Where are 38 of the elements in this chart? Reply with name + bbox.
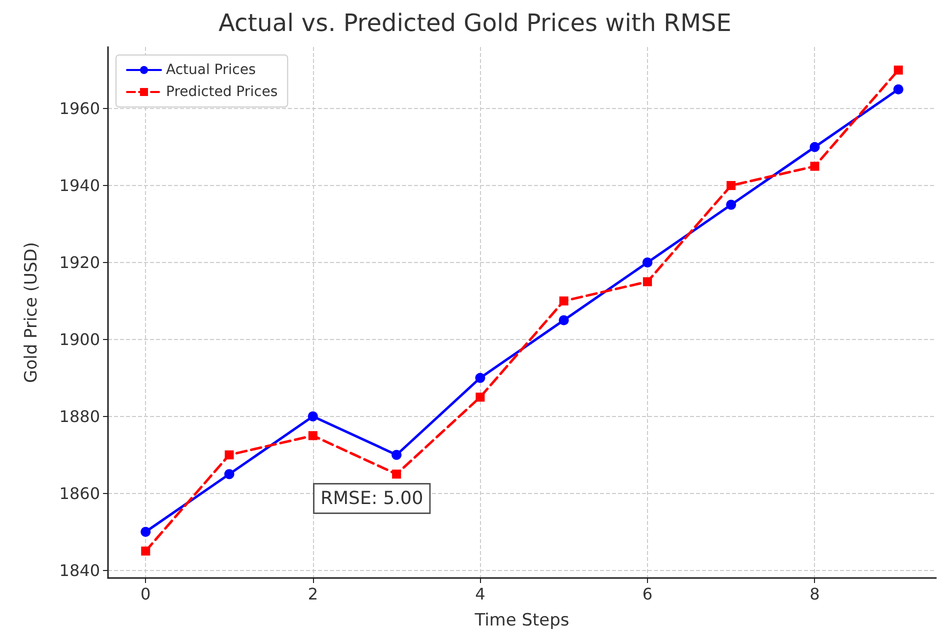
point — [392, 470, 402, 479]
y-axis-title: Gold Price (USD) — [22, 242, 42, 383]
point — [476, 392, 485, 402]
point — [642, 277, 652, 286]
y-tick-label: 1900 — [59, 330, 100, 349]
point — [140, 526, 151, 537]
legend-label: Actual Prices — [166, 62, 256, 78]
point — [475, 372, 486, 383]
point — [726, 200, 736, 210]
point — [893, 84, 904, 94]
x-tick-label: 8 — [810, 584, 820, 604]
chart-title: Actual vs. Predicted Gold Prices with RMSE — [218, 9, 732, 37]
point — [392, 450, 402, 460]
point — [141, 546, 150, 556]
point — [726, 181, 736, 190]
x-axis-title: Time Steps — [474, 610, 570, 630]
x-tick-label: 0 — [140, 584, 151, 604]
x-tick-label: 2 — [308, 584, 318, 604]
point — [308, 431, 318, 440]
point — [558, 315, 569, 326]
x-tick-label: 4 — [475, 584, 486, 604]
point — [810, 162, 820, 171]
legend-label: Predicted Prices — [166, 84, 278, 100]
y-tick-label: 1880 — [59, 406, 100, 426]
point — [224, 469, 234, 480]
point — [810, 142, 820, 152]
x-tick-label: 6 — [642, 584, 653, 604]
y-tick-label: 1940 — [59, 176, 100, 196]
point — [642, 257, 652, 268]
point — [894, 66, 903, 75]
point — [308, 411, 318, 422]
point — [224, 450, 234, 460]
annotation: RMSE: 5.00 — [320, 488, 424, 509]
point — [559, 296, 568, 306]
y-tick-label: 1920 — [59, 252, 100, 272]
y-tick-label: 1840 — [59, 560, 100, 580]
y-tick-label: 1860 — [59, 484, 100, 503]
y-tick-label: 1960 — [59, 99, 100, 118]
